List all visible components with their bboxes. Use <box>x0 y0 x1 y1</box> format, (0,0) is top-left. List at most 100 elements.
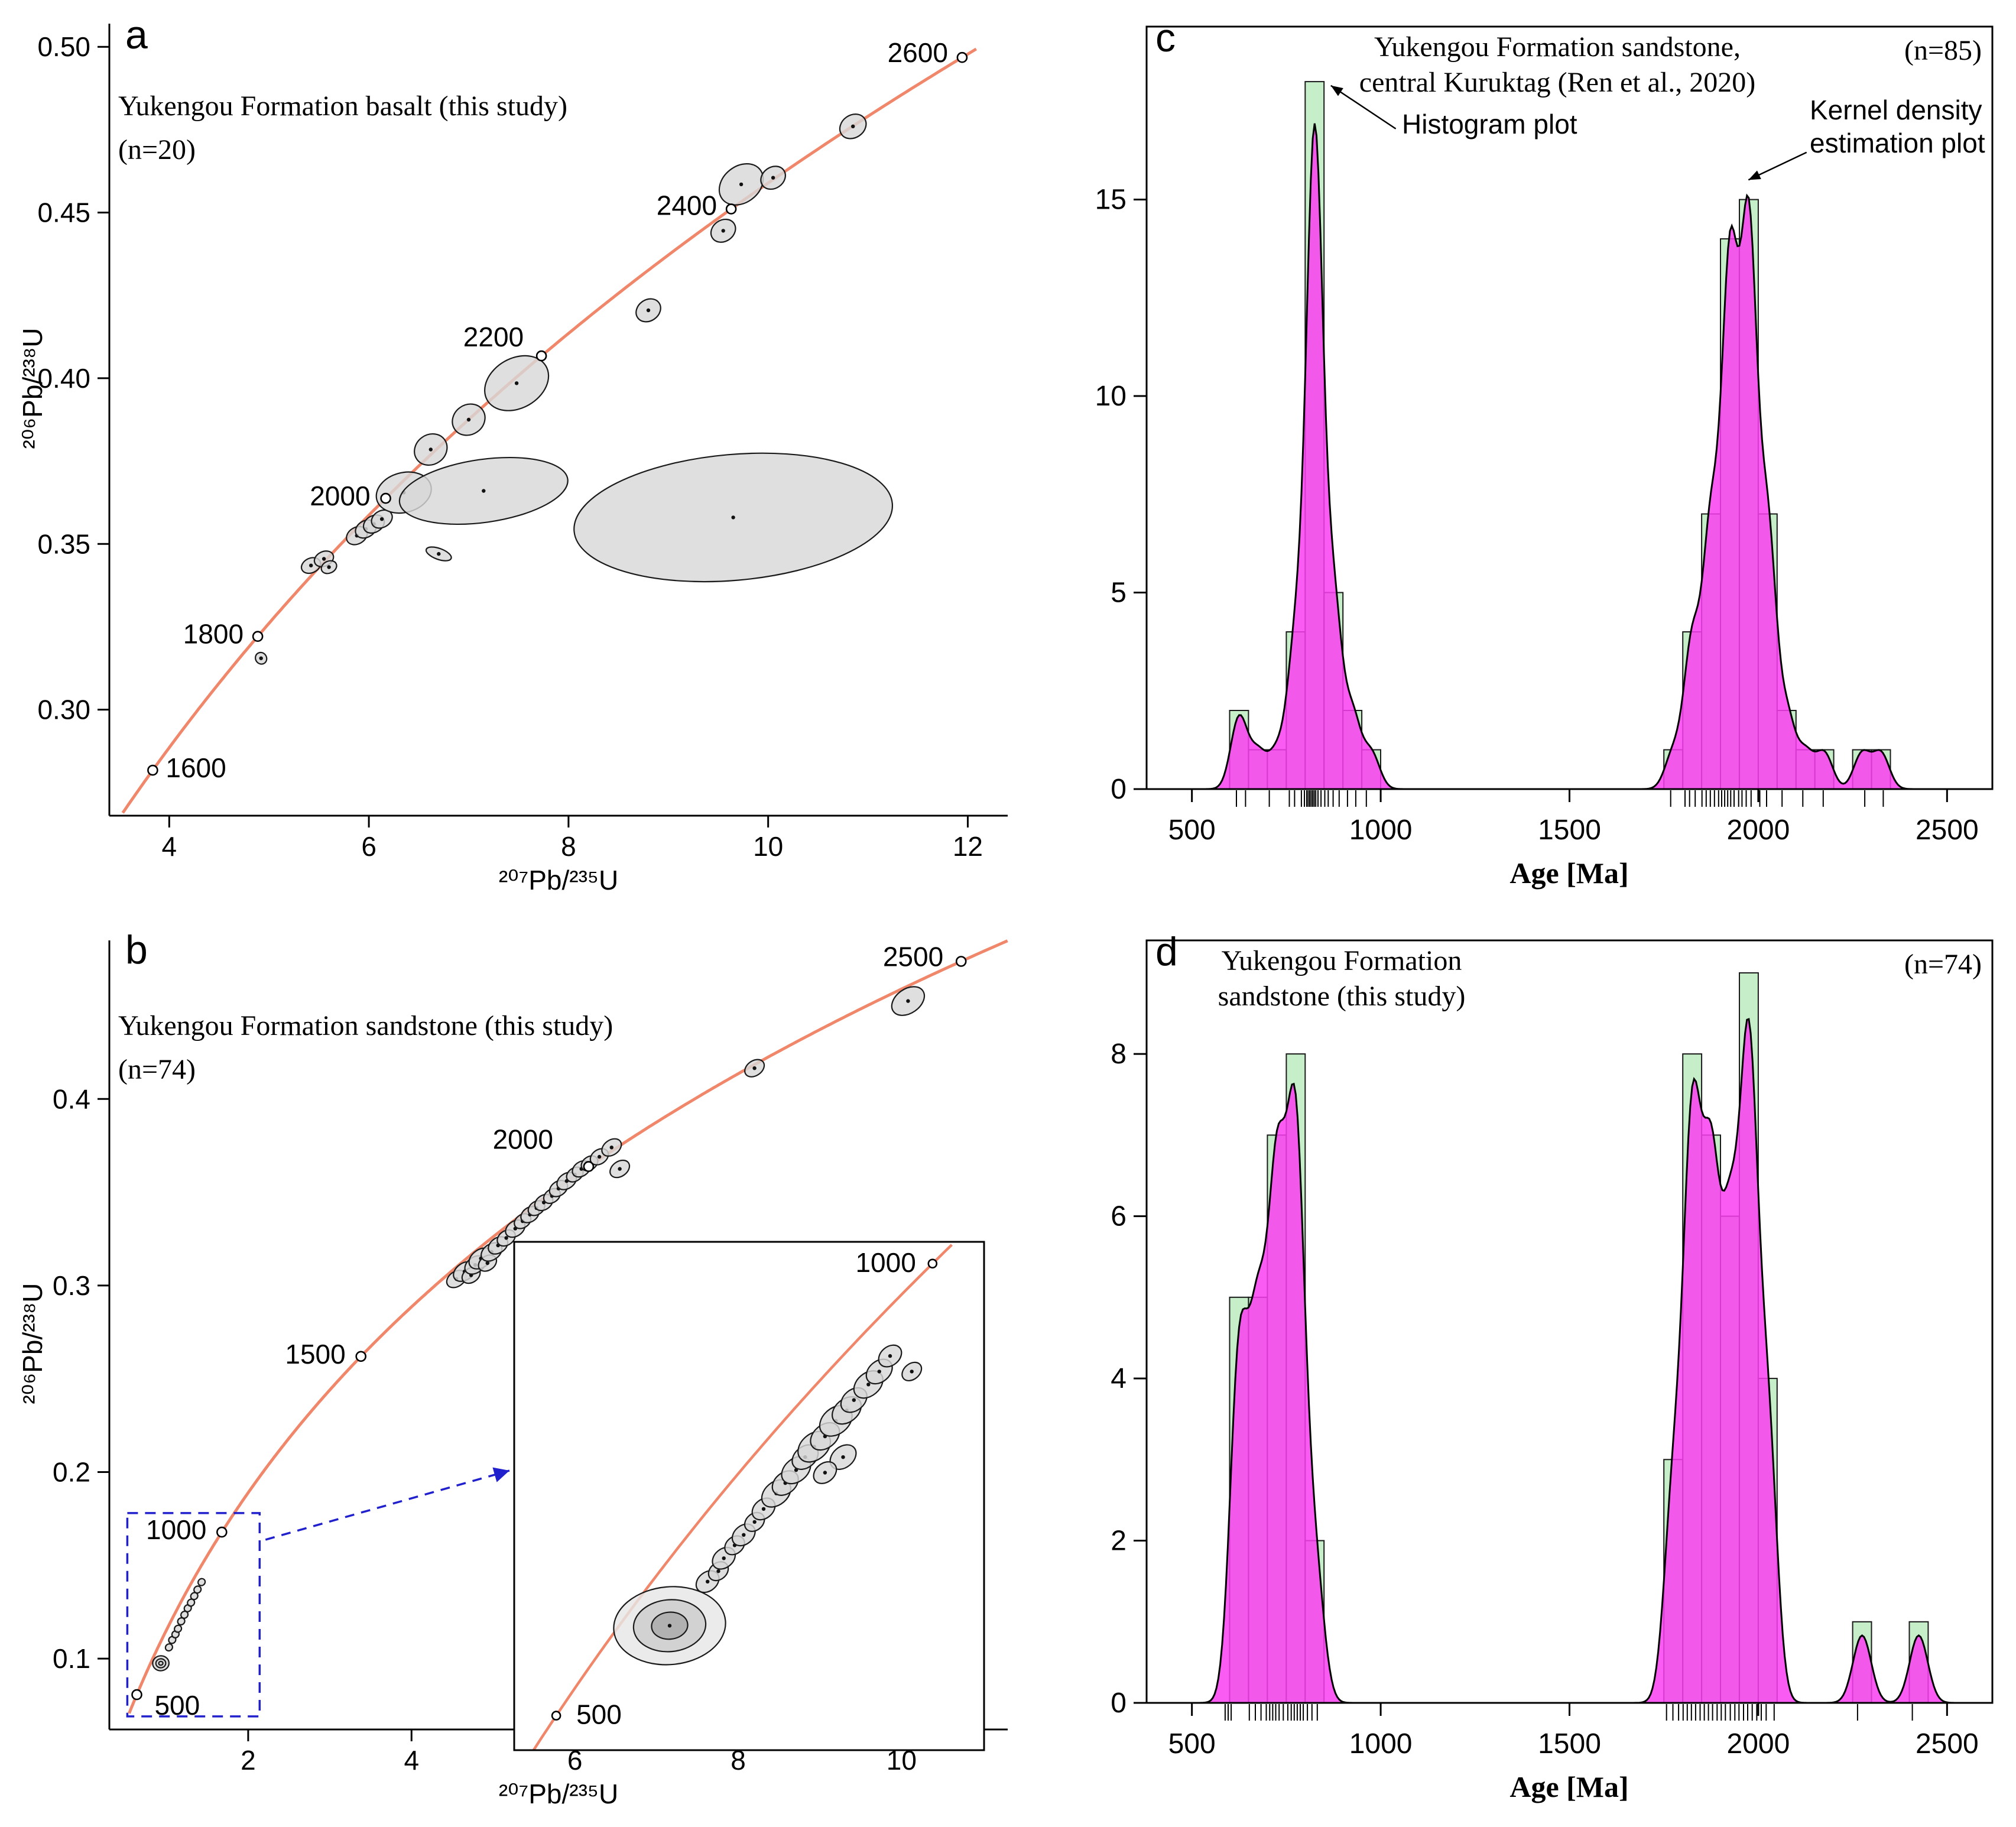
svg-text:2200: 2200 <box>463 322 524 352</box>
svg-text:15: 15 <box>1095 184 1127 216</box>
ellipse-center-dot <box>731 515 735 520</box>
svg-text:10: 10 <box>1095 381 1127 412</box>
panel-c-letter: c <box>1155 15 1176 60</box>
inset-ellipses-group <box>613 1344 923 1666</box>
svg-text:8: 8 <box>561 831 576 862</box>
panel-c-title-line2: central Kuruktag (Ren et al., 2020) <box>1359 67 1756 98</box>
panel-a-title: Yukengou Formation basalt (this study) <box>118 90 567 122</box>
ellipse-center-dot <box>428 447 433 452</box>
histogram-annotation: Histogram plot <box>1402 109 1577 139</box>
panel-a-xlabel: ²⁰⁷Pb/²³⁵U <box>498 865 619 895</box>
svg-text:12: 12 <box>953 831 983 862</box>
error-ellipse <box>190 1592 199 1601</box>
panel-c: 500 1000 1500 2000 2500 0 5 10 15 c Yukengou For… <box>1040 0 2016 913</box>
kde-annotation-line1: Kernel density <box>1810 95 1982 125</box>
age-marker <box>216 1526 228 1538</box>
svg-text:0: 0 <box>1111 774 1127 805</box>
svg-text:2500: 2500 <box>1916 1728 1979 1760</box>
svg-text:0.2: 0.2 <box>53 1456 90 1487</box>
svg-text:6: 6 <box>1111 1201 1127 1232</box>
svg-text:4: 4 <box>404 1745 419 1776</box>
svg-text:0.4: 0.4 <box>53 1083 90 1114</box>
svg-text:0.3: 0.3 <box>53 1270 90 1301</box>
svg-text:500: 500 <box>576 1699 622 1730</box>
svg-text:1600: 1600 <box>165 752 226 783</box>
panel-a-letter: a <box>125 12 148 57</box>
kde-annotation: Kernel density estimation plot <box>1810 93 1985 160</box>
ellipse-center-dot <box>910 1370 914 1374</box>
panel-b: 2 4 6 8 10 0.1 0.2 0.3 0.4 500 1000 1500 2000 2500 500… <box>0 914 1028 1827</box>
age-marker <box>955 956 967 967</box>
panel-d-count: (n=74) <box>1904 949 1982 980</box>
ellipse-center-dot <box>667 1624 672 1628</box>
panel-d-title: Yukengou Formation sandstone (this study… <box>1111 943 1572 1014</box>
svg-text:0.35: 0.35 <box>37 528 90 559</box>
svg-text:1500: 1500 <box>285 1339 345 1370</box>
error-ellipse <box>180 1610 189 1619</box>
ellipse-center-dot <box>851 124 855 128</box>
arrow-head <box>492 1467 509 1482</box>
ellipse-center-dot <box>466 417 471 422</box>
ellipse-center-dot <box>716 1569 720 1573</box>
svg-text:10: 10 <box>753 831 783 862</box>
ellipse-center-dot <box>739 182 744 187</box>
error-ellipses-group <box>255 113 894 665</box>
panel-d-title-line1: Yukengou Formation <box>1221 945 1462 976</box>
ellipse-center-dot <box>706 1579 710 1583</box>
panel-a-plot: 4 6 8 10 12 0.30 0.35 0.40 0.45 0.50 1600 1800 2000 2… <box>37 24 1008 862</box>
arrow-head <box>1330 85 1343 96</box>
ellipse-center-dot <box>888 1354 892 1358</box>
panel-a-ylabel: ²⁰⁶Pb/²³⁸U <box>17 327 48 449</box>
panel-b-ylabel: ²⁰⁶Pb/²³⁸U <box>17 1283 48 1404</box>
age-marker <box>583 1161 595 1172</box>
svg-text:2000: 2000 <box>493 1124 553 1155</box>
svg-text:0: 0 <box>1111 1688 1127 1719</box>
panel-b-letter: b <box>125 927 148 972</box>
ellipse-center-dot <box>322 557 326 561</box>
zoom-region-box <box>126 1512 261 1718</box>
panel-d: 500 1000 1500 2000 2500 0 2 4 6 8 d Yukengou Form… <box>1040 914 2016 1827</box>
rug-ticks <box>1236 790 1884 807</box>
age-marker <box>535 350 547 362</box>
error-ellipse <box>174 1624 183 1633</box>
error-ellipses-group <box>152 986 926 1672</box>
ellipse-center-dot <box>721 229 725 233</box>
ellipse-center-dot <box>742 1533 746 1537</box>
ellipse-center-dot <box>514 381 519 385</box>
panel-d-xlabel: Age [Ma] <box>1509 1770 1629 1803</box>
panel-b-plot: 2 4 6 8 100.10.20.30.45001000150020002500500… <box>53 939 1008 1776</box>
age-marker <box>355 1351 367 1362</box>
svg-text:4: 4 <box>162 831 177 862</box>
svg-text:2500: 2500 <box>883 941 943 972</box>
ellipse-center-dot <box>504 1236 508 1240</box>
ellipse-center-dot <box>618 1167 622 1171</box>
svg-text:1500: 1500 <box>1538 1728 1601 1760</box>
ellipse-center-dot <box>906 999 910 1003</box>
svg-text:0.45: 0.45 <box>37 197 90 228</box>
arrow-head <box>1748 170 1761 180</box>
svg-text:0.50: 0.50 <box>37 31 90 62</box>
svg-text:1000: 1000 <box>1349 1728 1413 1760</box>
ellipse-center-dot <box>597 1154 602 1159</box>
svg-text:0.40: 0.40 <box>37 363 90 394</box>
svg-text:2000: 2000 <box>1727 814 1790 846</box>
age-marker <box>725 203 737 215</box>
rug-ticks <box>1224 1704 1913 1721</box>
ellipse-center-dot <box>309 563 313 567</box>
svg-text:2500: 2500 <box>1916 814 1979 846</box>
ellipse-center-dot <box>866 1383 871 1387</box>
svg-text:4: 4 <box>1111 1363 1127 1394</box>
svg-text:0.30: 0.30 <box>37 695 90 725</box>
inset-concordia-curve <box>532 1244 953 1750</box>
svg-text:1000: 1000 <box>855 1247 916 1278</box>
ellipse-center-dot <box>823 1471 827 1475</box>
svg-text:0.1: 0.1 <box>53 1643 90 1674</box>
svg-text:8: 8 <box>1111 1039 1127 1070</box>
ellipse-center-dot <box>485 1261 489 1265</box>
svg-text:2: 2 <box>1111 1526 1127 1557</box>
ellipse-center-dot <box>379 517 384 521</box>
ellipse-center-dot <box>609 1145 614 1150</box>
kde-annotation-line2: estimation plot <box>1810 128 1985 159</box>
ellipse-center-dot <box>761 1507 766 1511</box>
